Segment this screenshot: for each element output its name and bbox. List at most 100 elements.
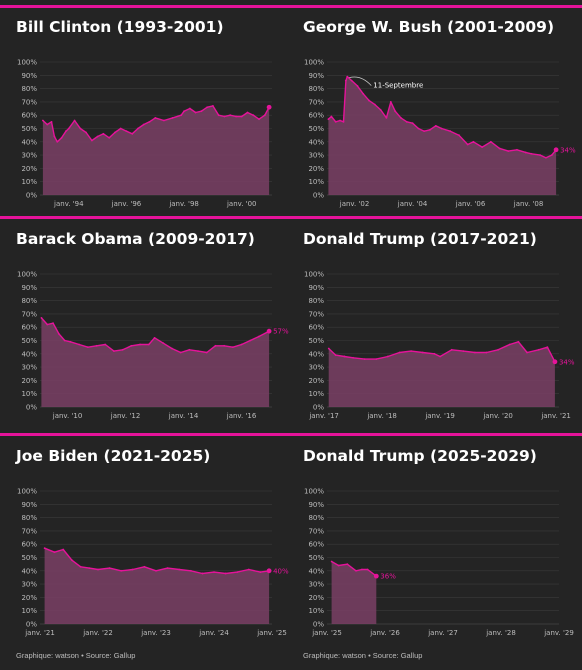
end-point <box>266 328 272 334</box>
y-tick-label: 50% <box>308 337 324 345</box>
y-tick-label: 70% <box>21 527 37 535</box>
data-point <box>339 119 341 122</box>
chart-panel-obama: Barack Obama (2009-2017) 0% 10% 20% 30% 40% 5… <box>16 230 291 430</box>
approval-line <box>44 547 270 575</box>
annotation-arrow <box>349 76 372 86</box>
y-tick-label: 30% <box>308 152 324 160</box>
footer-separator: • <box>81 651 84 660</box>
y-tick-label: 50% <box>21 554 37 562</box>
data-point <box>119 127 122 130</box>
area-chart: 0% 10% 20% 30% 40% 50% 60% 70% 80% 90% 100% janv. '… <box>17 488 289 638</box>
data-point <box>189 569 192 572</box>
middle-accent-band <box>0 216 582 219</box>
y-tick-label: 10% <box>21 390 37 398</box>
y-tick-label: 30% <box>21 581 37 589</box>
data-point <box>41 119 44 122</box>
data-point <box>130 344 133 347</box>
chart-title: Barack Obama (2009-2017) <box>16 230 255 248</box>
data-point <box>213 571 215 574</box>
data-point <box>183 110 185 113</box>
end-point <box>373 573 379 579</box>
x-tick-label: janv. '10 <box>52 412 83 420</box>
end-value-label: 34% <box>560 146 576 154</box>
data-point <box>113 350 115 353</box>
data-point <box>188 348 191 351</box>
approval-area <box>328 341 555 407</box>
data-point <box>201 572 204 575</box>
data-point <box>507 150 510 153</box>
data-point <box>137 127 139 130</box>
data-point <box>550 154 553 157</box>
y-tick-label: 50% <box>21 125 37 133</box>
data-point <box>405 120 408 123</box>
data-point <box>90 139 93 142</box>
y-tick-label: 0% <box>26 621 37 629</box>
data-point <box>360 568 363 571</box>
x-axis-labels: janv. '17 janv. '18 janv. '19 janv. '20 janv… <box>308 412 571 420</box>
x-axis-labels: janv. '02 janv. '04 janv. '06 janv. '08 <box>339 200 544 208</box>
data-point <box>69 340 72 343</box>
y-tick-label: 50% <box>308 554 324 562</box>
y-tick-label: 20% <box>21 377 37 385</box>
y-tick-label: 80% <box>308 514 324 522</box>
y-tick-label: 30% <box>308 581 324 589</box>
y-tick-label: 80% <box>21 85 37 93</box>
y-tick-label: 70% <box>21 98 37 106</box>
data-point <box>179 351 182 354</box>
data-point <box>148 120 151 123</box>
data-points <box>327 340 558 365</box>
y-tick-label: 40% <box>308 350 324 358</box>
data-point <box>60 136 63 139</box>
data-point <box>537 348 540 351</box>
data-point <box>474 351 476 354</box>
x-axis-labels: janv. '10 janv. '12 janv. '14 janv. '16 <box>52 412 257 420</box>
x-tick-label: janv. '18 <box>366 412 397 420</box>
data-point <box>394 110 397 113</box>
data-point <box>163 119 165 122</box>
data-point <box>498 147 501 150</box>
data-point <box>171 347 173 350</box>
data-point <box>472 140 475 143</box>
data-point <box>417 127 420 130</box>
footer-credit: Graphique: watson <box>303 651 366 660</box>
data-point <box>240 343 243 346</box>
data-point <box>180 114 183 117</box>
data-point <box>154 116 157 119</box>
data-point <box>67 127 70 130</box>
annotation-label: 11-Septembre <box>373 82 423 90</box>
y-axis-labels: 0% 10% 20% 30% 40% 50% 60% 70% 80% 90% 100% <box>17 271 37 412</box>
data-point <box>258 335 260 338</box>
x-tick-label: janv. '12 <box>110 412 141 420</box>
data-point <box>102 132 105 135</box>
data-point <box>429 128 431 131</box>
data-point <box>368 99 370 102</box>
data-point <box>342 120 345 123</box>
area-chart: 0% 10% 20% 30% 40% 50% 60% 70% 80% 90% 100% janv. '… <box>304 271 575 421</box>
y-tick-label: 40% <box>21 138 37 146</box>
chart-title: Joe Biden (2021-2025) <box>16 447 211 465</box>
y-tick-label: 60% <box>308 112 324 120</box>
data-point <box>178 568 181 571</box>
data-point <box>46 123 49 126</box>
chart-panel-bush: George W. Bush (2001-2009) 0% 10% 20% 30% 40… <box>303 18 578 218</box>
y-tick-label: 80% <box>21 297 37 305</box>
y-tick-label: 100% <box>304 488 324 496</box>
y-tick-label: 20% <box>21 165 37 173</box>
y-tick-label: 10% <box>308 390 324 398</box>
data-point <box>421 351 424 354</box>
data-point <box>462 350 465 353</box>
y-tick-label: 100% <box>17 271 37 279</box>
data-point <box>62 548 65 551</box>
data-point <box>247 568 250 571</box>
data-point <box>398 351 401 354</box>
data-point <box>337 564 340 567</box>
footer-left: Graphique: watson • Source: Gallup <box>16 651 135 660</box>
data-point <box>352 356 354 359</box>
data-point <box>78 343 81 346</box>
data-point <box>79 127 82 130</box>
data-point <box>517 340 520 343</box>
y-tick-label: 90% <box>308 72 324 80</box>
y-tick-label: 80% <box>21 514 37 522</box>
y-tick-label: 60% <box>308 541 324 549</box>
end-point <box>266 568 272 574</box>
